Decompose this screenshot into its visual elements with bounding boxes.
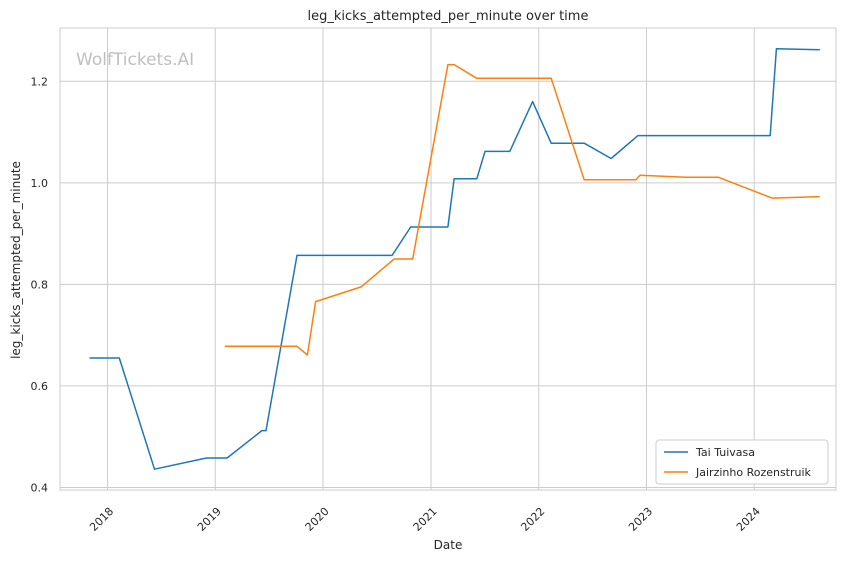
legend: Tai Tuivasa Jairzinho Rozenstruik <box>655 439 829 485</box>
y-tick-label: 1.0 <box>31 177 49 190</box>
y-tick-label: 0.8 <box>31 278 49 291</box>
x-tick-label: 2022 <box>518 505 547 534</box>
y-tick-label: 0.6 <box>31 380 49 393</box>
chart-title: leg_kicks_attempted_per_minute over time <box>308 9 589 24</box>
grid-lines <box>60 28 836 490</box>
x-tick-label: 2020 <box>303 505 332 534</box>
x-tick-label: 2019 <box>195 505 224 534</box>
y-tick-labels: 0.4 0.6 0.8 1.0 1.2 <box>31 75 49 494</box>
plot-frame <box>59 27 837 491</box>
legend-box <box>655 439 829 485</box>
series-lines <box>89 48 820 470</box>
x-tick-label: 2018 <box>87 505 116 534</box>
legend-label-jairzinho-rozenstruik: Jairzinho Rozenstruik <box>695 466 812 479</box>
legend-label-tai-tuivasa: Tai Tuivasa <box>695 446 755 459</box>
x-tick-labels: 2018 2019 2020 2021 2022 2023 2024 <box>87 505 763 534</box>
series-line-jairzinho-rozenstruik <box>224 63 820 356</box>
x-tick-label: 2021 <box>411 505 440 534</box>
plot-area <box>60 28 836 490</box>
series-line-tai-tuivasa <box>89 48 820 470</box>
y-tick-label: 0.4 <box>31 481 49 494</box>
watermark: WolfTickets.AI <box>76 50 194 70</box>
y-axis-label: leg_kicks_attempted_per_minute <box>9 161 23 359</box>
x-axis-label: Date <box>434 538 463 552</box>
x-tick-label: 2024 <box>734 505 763 534</box>
x-tick-label: 2023 <box>626 505 655 534</box>
y-tick-label: 1.2 <box>31 75 49 88</box>
